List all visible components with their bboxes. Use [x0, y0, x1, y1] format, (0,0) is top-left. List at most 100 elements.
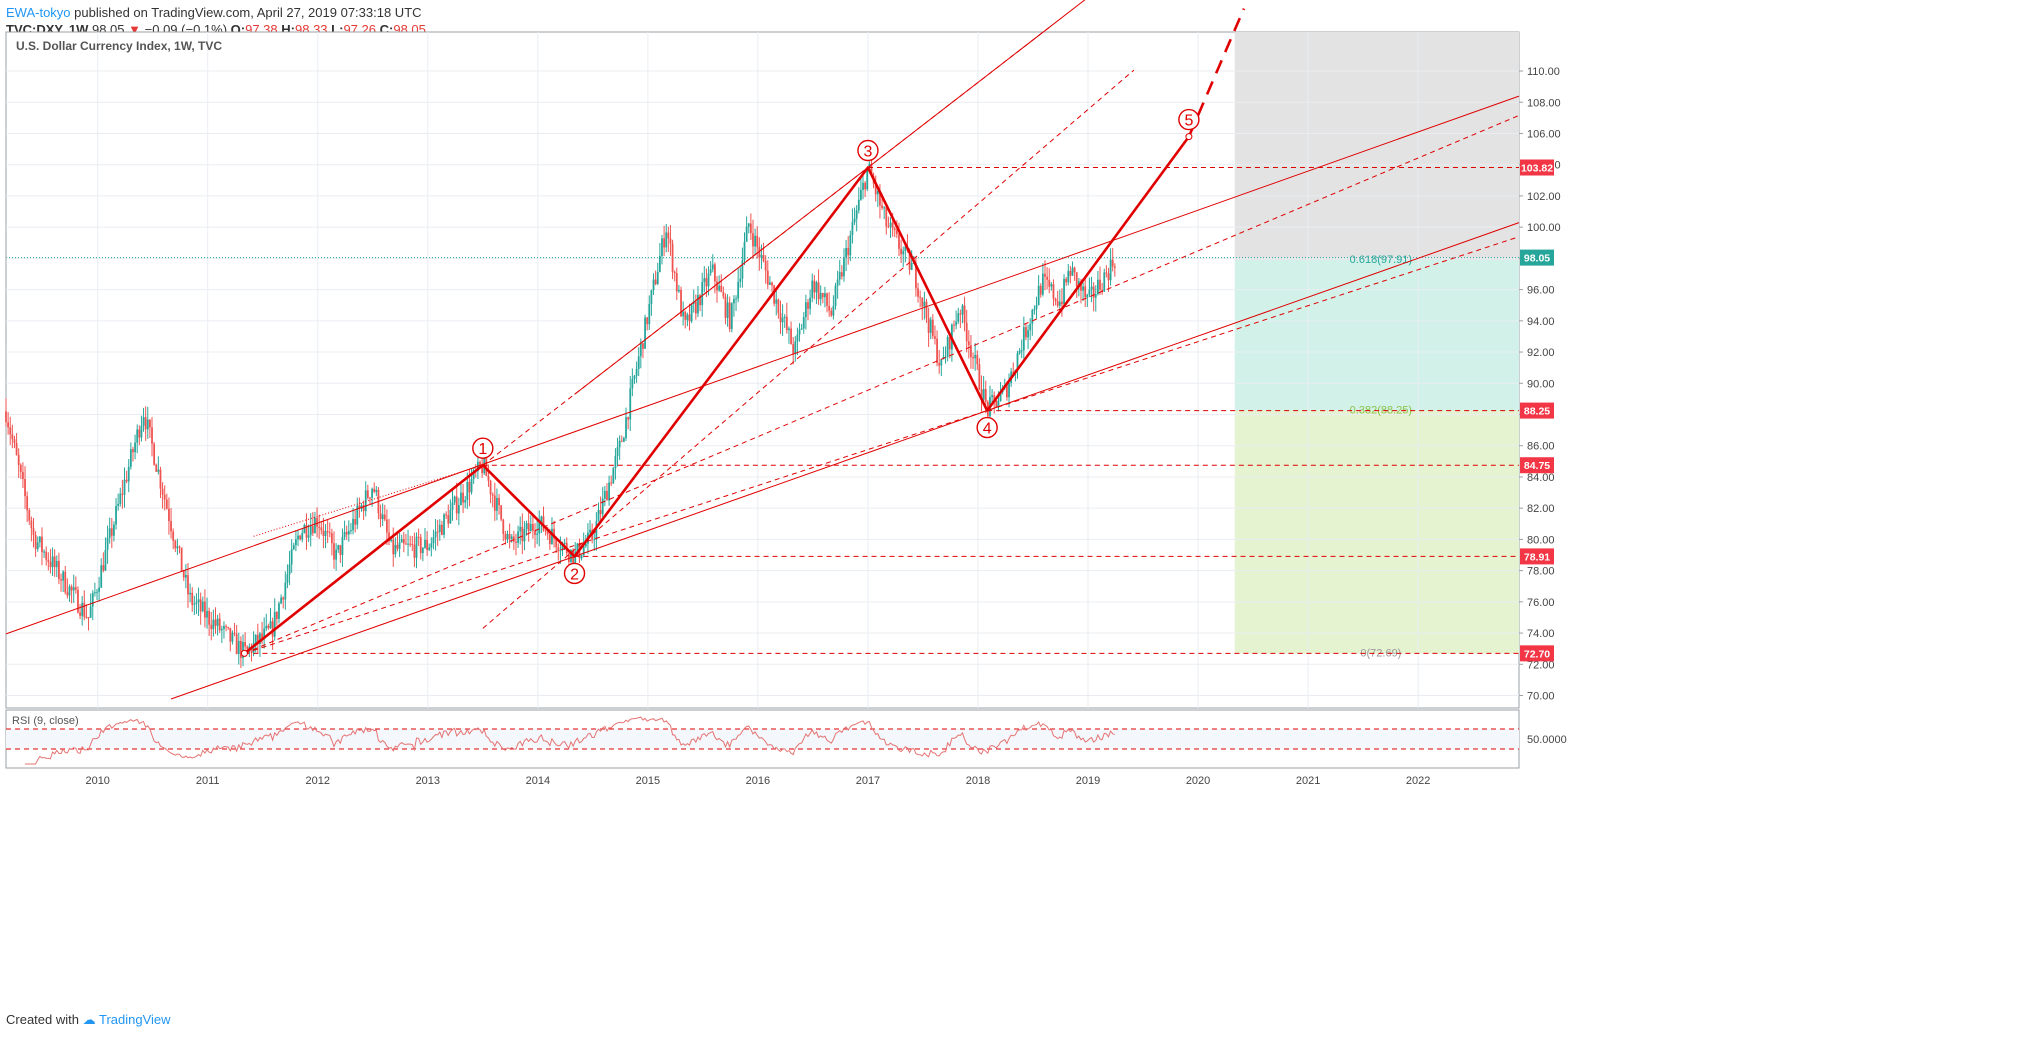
candle [644, 314, 646, 349]
candle-body [438, 524, 441, 533]
tradingview-brand[interactable]: TradingView [99, 1012, 171, 1027]
elliott-wave-line [243, 135, 1190, 655]
candle-body [525, 523, 528, 529]
candle-body [1092, 286, 1095, 298]
candle-body [261, 633, 263, 639]
x-tick-label: 2019 [1076, 775, 1100, 787]
candle [671, 239, 674, 280]
candle [874, 175, 877, 202]
candle [709, 261, 712, 276]
candle [785, 302, 788, 334]
candle-body [292, 545, 295, 550]
candle-body [718, 285, 721, 291]
candle-body [1067, 270, 1070, 283]
candle [646, 316, 649, 331]
candle [1039, 283, 1042, 298]
candle [26, 491, 29, 523]
candle-body [227, 626, 230, 629]
candle-body [328, 532, 331, 534]
candle-body [206, 611, 208, 618]
candle-body [840, 272, 843, 277]
candle [197, 587, 200, 616]
wave-label-text: 3 [863, 144, 872, 161]
candle-body [1029, 323, 1032, 331]
wave-label: 4 [976, 416, 998, 439]
candle-body [74, 587, 77, 590]
candle-body [546, 531, 549, 535]
candle-body [921, 297, 924, 307]
candle-body [654, 279, 657, 285]
candle [66, 578, 69, 599]
candle [508, 523, 511, 549]
candle [618, 435, 621, 460]
x-tick-label: 2018 [966, 775, 990, 787]
candle-body [775, 299, 778, 304]
candle-body [667, 232, 670, 239]
candle [773, 284, 776, 307]
candle-body [1084, 286, 1087, 298]
candle [110, 518, 113, 549]
candle-body [343, 532, 346, 538]
candle [925, 298, 928, 323]
candle-body [1101, 289, 1104, 292]
y-axis: 70.00 72.00 74.00 76.00 78.00 80.00 82.00 84.00… [1519, 66, 1561, 703]
candle [938, 350, 941, 374]
candle [716, 276, 718, 303]
candle [775, 289, 778, 316]
y-tick-label: 108.00 [1527, 97, 1561, 109]
candle [697, 286, 699, 318]
candle-body [182, 571, 185, 578]
price-badge-text: 88.25 [1524, 406, 1550, 418]
candle-body [741, 260, 744, 279]
candle-body [866, 168, 869, 190]
price-badge [1520, 159, 1554, 176]
candle [824, 286, 826, 308]
fib-zone-band [1234, 32, 1519, 260]
candle-body [153, 443, 156, 465]
candle-body [832, 306, 835, 316]
candle [195, 593, 198, 614]
candle-body [225, 626, 227, 628]
candle [796, 327, 799, 356]
candle [324, 524, 327, 549]
candle [354, 510, 357, 533]
candle-body [496, 497, 498, 511]
candle-body [760, 254, 763, 258]
candle-body [1008, 383, 1010, 398]
candle-body [216, 618, 219, 626]
candle [415, 532, 418, 569]
candle [910, 250, 913, 271]
candle-body [902, 250, 905, 255]
candle [919, 290, 922, 308]
y-tick-label: 80.00 [1527, 534, 1555, 546]
candle-body [1044, 273, 1046, 277]
candle [265, 613, 268, 632]
candle [189, 583, 191, 603]
candle-body [553, 528, 555, 539]
channel-line [482, 69, 1135, 629]
candle-body [705, 278, 708, 287]
candle-body [980, 389, 983, 400]
author-link[interactable]: EWA-tokyo [6, 5, 71, 20]
candle-body [187, 575, 189, 595]
candle [451, 489, 454, 521]
candle [713, 262, 716, 294]
candle-body [184, 575, 187, 578]
candle [91, 590, 94, 621]
candle-body [1006, 384, 1008, 398]
candle [1027, 324, 1029, 350]
publish-line: EWA-tokyo published on TradingView.com, … [6, 4, 426, 21]
candle [1048, 268, 1051, 294]
candle-body [885, 207, 888, 227]
fib-level-label: 0.382(88.25) [1350, 405, 1412, 417]
candle-body [191, 592, 194, 605]
candle [1094, 285, 1097, 312]
candle-body [443, 514, 445, 535]
candle [1061, 288, 1063, 317]
candle [1065, 276, 1068, 286]
rsi-line [25, 716, 1115, 765]
candle-body [597, 509, 600, 522]
candle-body [798, 329, 801, 335]
y-tick-label: 96.00 [1527, 285, 1555, 297]
